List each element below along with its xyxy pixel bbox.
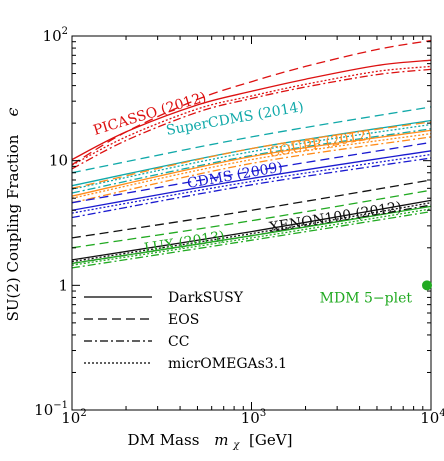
legend-label: micrOMEGAs3.1 [168, 356, 287, 372]
y-tick-label: 1 [58, 276, 68, 294]
curve-2-solid [72, 129, 431, 197]
mdm-point-label: MDM 5−plet [320, 290, 413, 306]
ticks-group [71, 35, 432, 411]
curve-0-dashed [72, 39, 431, 166]
curve-1-dashdot [72, 128, 431, 194]
curve-5-dotted [72, 208, 431, 266]
curve-0-dashdot [72, 68, 431, 170]
curve-3-dotted [72, 153, 431, 214]
curve-1-dashed [72, 106, 431, 174]
curves-group [72, 39, 431, 269]
curve-5-dashdot [72, 210, 431, 269]
x-tick-label: 102 [61, 408, 86, 427]
tick-labels-group: 102 103 104 10−1 1 10 102 [34, 26, 444, 427]
curve-2-dashdot [72, 136, 431, 204]
y-axis-symbol: ϵ [3, 107, 22, 116]
curve-4-solid [72, 199, 431, 261]
y-tick-label: 10 [49, 152, 68, 170]
x-axis-symbol: m [214, 431, 228, 449]
curve-0-dotted [72, 65, 431, 166]
x-axis-unit: [GeV] [249, 431, 292, 449]
y-tick-label: 102 [43, 26, 68, 45]
curve-4-dotted [72, 202, 431, 263]
legend-label: EOS [168, 312, 199, 328]
legend: DarkSUSY EOS CC micrOMEGAs3.1 [84, 290, 287, 372]
curve-3-dashed [72, 141, 431, 204]
y-axis-label: SU(2) Coupling Fraction [4, 134, 22, 321]
curve-3-solid [72, 150, 431, 211]
legend-label: CC [168, 334, 189, 350]
point-layer: MDM 5−plet [320, 280, 433, 306]
plot-frame [71, 35, 432, 411]
plot-background [72, 36, 431, 410]
y-tick-label: 10−1 [34, 400, 68, 419]
curve-2-dashed [72, 121, 431, 189]
x-axis-label-text: DM Mass [128, 431, 200, 449]
x-axis-label: DM Mass m χ [GeV] [128, 431, 293, 452]
x-axis-subscript: χ [232, 440, 240, 451]
curve-5-solid [72, 205, 431, 265]
mdm-point [422, 280, 433, 291]
legend-label: DarkSUSY [168, 290, 244, 306]
x-tick-label: 103 [241, 408, 266, 427]
curve-5-dashed [72, 189, 431, 249]
x-tick-label: 104 [420, 408, 444, 427]
curve-3-dashdot [72, 157, 431, 219]
curve-4-dashed [72, 179, 431, 239]
